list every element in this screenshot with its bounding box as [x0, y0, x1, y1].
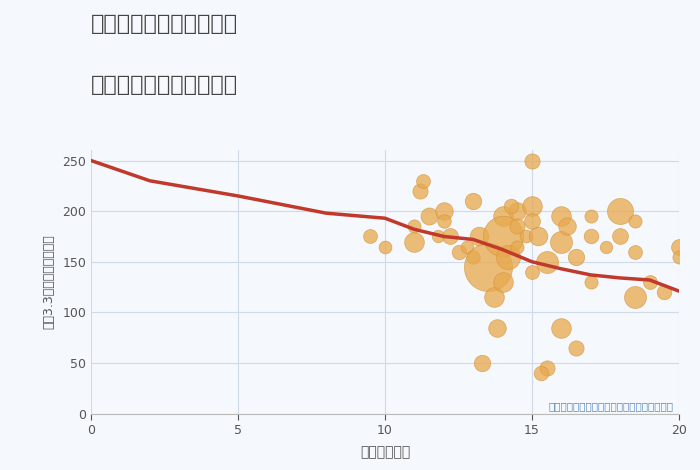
- Point: [497, 212, 508, 220]
- Point: [462, 243, 473, 251]
- Text: 駅距離別中古戸建て価格: 駅距離別中古戸建て価格: [91, 75, 238, 95]
- Point: [561, 223, 573, 230]
- Point: [541, 258, 552, 266]
- Point: [444, 233, 455, 240]
- Point: [673, 243, 685, 251]
- Point: [673, 253, 685, 260]
- Point: [473, 233, 484, 240]
- Text: 円の大きさは、取引のあった物件面積を示す: 円の大きさは、取引のあった物件面積を示す: [548, 401, 673, 411]
- Point: [629, 248, 641, 255]
- Point: [477, 359, 488, 367]
- Point: [418, 177, 429, 185]
- Point: [556, 238, 567, 245]
- Point: [491, 324, 503, 331]
- Point: [438, 218, 449, 225]
- Point: [615, 207, 626, 215]
- Point: [659, 289, 670, 296]
- Point: [644, 278, 655, 286]
- Point: [541, 364, 552, 372]
- Point: [585, 212, 596, 220]
- Point: [532, 233, 543, 240]
- Point: [600, 243, 611, 251]
- Point: [556, 324, 567, 331]
- Point: [512, 223, 523, 230]
- Point: [488, 293, 499, 301]
- Point: [512, 243, 523, 251]
- Point: [615, 233, 626, 240]
- Point: [526, 157, 538, 164]
- Point: [438, 207, 449, 215]
- Point: [512, 207, 523, 215]
- Point: [497, 278, 508, 286]
- Point: [521, 233, 532, 240]
- Text: 東京都江戸川区西篠崎の: 東京都江戸川区西篠崎の: [91, 14, 238, 34]
- X-axis label: 駅距離（分）: 駅距離（分）: [360, 446, 410, 459]
- Point: [570, 253, 582, 260]
- Point: [503, 253, 514, 260]
- Point: [629, 218, 641, 225]
- Point: [409, 223, 420, 230]
- Point: [409, 238, 420, 245]
- Point: [526, 218, 538, 225]
- Point: [536, 369, 547, 377]
- Point: [497, 233, 508, 240]
- Point: [433, 233, 444, 240]
- Point: [468, 253, 479, 260]
- Point: [556, 212, 567, 220]
- Point: [526, 202, 538, 210]
- Point: [468, 197, 479, 205]
- Point: [585, 233, 596, 240]
- Y-axis label: 坪（3.3㎡）単価（万円）: 坪（3.3㎡）単価（万円）: [42, 235, 55, 329]
- Point: [453, 248, 464, 255]
- Point: [482, 263, 493, 271]
- Point: [424, 212, 435, 220]
- Point: [379, 243, 391, 251]
- Point: [414, 187, 426, 195]
- Point: [585, 278, 596, 286]
- Point: [506, 202, 517, 210]
- Point: [365, 233, 376, 240]
- Point: [629, 293, 641, 301]
- Point: [526, 268, 538, 275]
- Point: [570, 344, 582, 352]
